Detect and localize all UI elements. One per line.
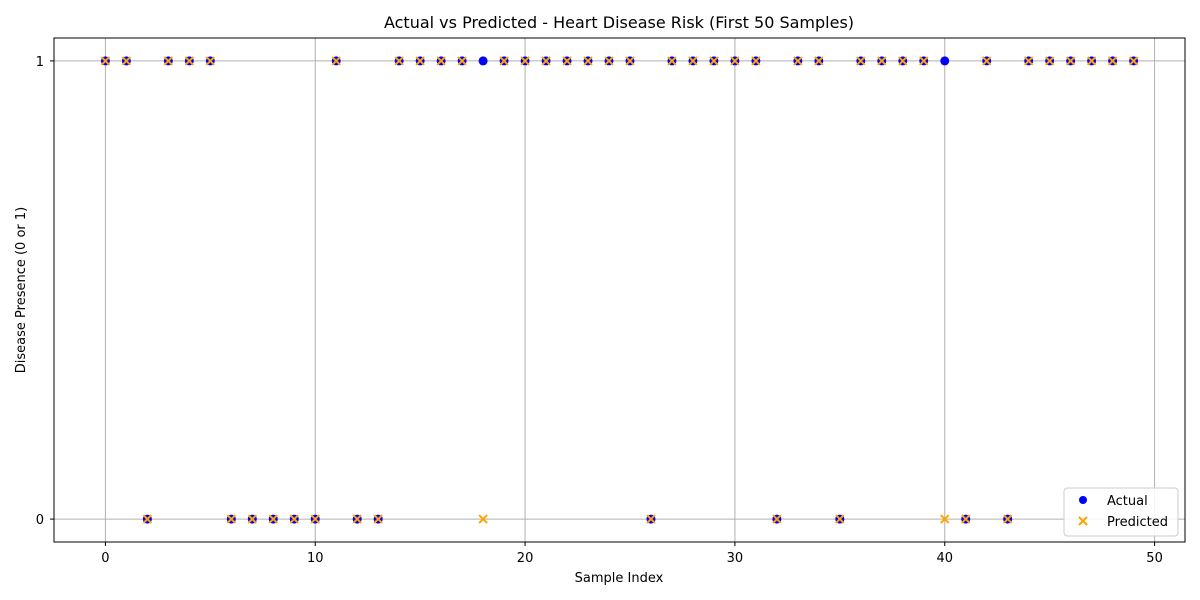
point-predicted (415, 56, 425, 66)
point-predicted (100, 56, 111, 66)
point-predicted (856, 56, 866, 66)
y-tick-label: 1 (36, 55, 44, 70)
point-predicted (730, 56, 740, 66)
point-predicted (163, 56, 174, 66)
point-actual (478, 56, 488, 66)
x-tick-label: 20 (517, 551, 534, 566)
point-predicted (898, 56, 908, 66)
point-predicted (373, 514, 383, 524)
point-predicted (478, 514, 488, 524)
point-predicted (562, 56, 572, 66)
grid (54, 38, 1185, 542)
legend: Actual Predicted (1063, 487, 1179, 537)
point-predicted (1107, 56, 1118, 66)
point-predicted (667, 56, 677, 66)
point-predicted (793, 56, 803, 66)
legend-predicted-label: Predicted (1107, 515, 1168, 530)
point-predicted (226, 514, 237, 524)
plot-area-frame (53, 37, 1186, 543)
x-tick-label: 40 (936, 551, 953, 566)
point-actual (940, 56, 950, 66)
point-predicted (982, 56, 992, 66)
y-tick-label: 0 (36, 513, 44, 528)
point-predicted (1086, 56, 1097, 66)
point-predicted (940, 514, 950, 524)
axis-ticks: 0 10 20 30 40 50 0 1 (36, 55, 1163, 566)
point-predicted (1065, 56, 1076, 66)
point-predicted (331, 56, 341, 66)
point-predicted (268, 514, 278, 524)
x-tick-label: 0 (101, 551, 109, 566)
point-predicted (688, 56, 698, 66)
chart-title: Actual vs Predicted - Heart Disease Risk… (384, 13, 854, 32)
point-predicted (961, 514, 971, 524)
legend-actual-marker (1079, 496, 1087, 504)
data-marks (100, 56, 1139, 524)
point-predicted (121, 56, 132, 66)
point-predicted (310, 514, 320, 524)
point-predicted (289, 514, 299, 524)
point-predicted (646, 514, 656, 524)
y-axis-label: Disease Presence (0 or 1) (14, 207, 29, 373)
point-predicted (604, 56, 614, 66)
point-predicted (772, 514, 782, 524)
point-predicted (919, 56, 929, 66)
legend-actual-label: Actual (1107, 494, 1148, 509)
x-axis-label: Sample Index (575, 571, 664, 586)
point-predicted (394, 56, 404, 66)
point-predicted (499, 56, 509, 66)
point-predicted (1128, 56, 1139, 66)
point-predicted (184, 56, 195, 66)
point-predicted (352, 514, 362, 524)
point-predicted (583, 56, 593, 66)
legend-predicted-marker (1078, 516, 1088, 526)
point-predicted (751, 56, 761, 66)
legend-box (1063, 487, 1179, 537)
x-tick-label: 30 (727, 551, 744, 566)
point-predicted (142, 514, 153, 524)
point-predicted (247, 514, 257, 524)
point-predicted (835, 514, 845, 524)
point-predicted (1044, 56, 1055, 66)
point-predicted (541, 56, 551, 66)
point-predicted (205, 56, 216, 66)
point-predicted (457, 56, 467, 66)
point-predicted (709, 56, 719, 66)
x-tick-label: 50 (1146, 551, 1163, 566)
point-predicted (1023, 56, 1034, 66)
point-predicted (877, 56, 887, 66)
x-tick-label: 10 (307, 551, 324, 566)
point-predicted (814, 56, 824, 66)
point-predicted (436, 56, 446, 66)
point-predicted (1002, 514, 1013, 524)
point-predicted (520, 56, 530, 66)
point-predicted (625, 56, 635, 66)
